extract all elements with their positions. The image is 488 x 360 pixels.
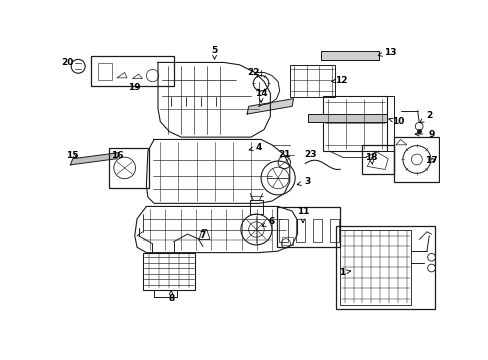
Text: 12: 12 <box>331 76 347 85</box>
Text: 21: 21 <box>278 150 290 159</box>
Text: 23: 23 <box>304 150 316 159</box>
Text: 22: 22 <box>246 68 259 77</box>
Bar <box>90 56 174 86</box>
Bar <box>323 95 386 151</box>
Bar <box>320 51 378 60</box>
Text: 10: 10 <box>388 117 404 126</box>
Text: 19: 19 <box>128 84 141 93</box>
Bar <box>320 51 378 60</box>
Text: 8: 8 <box>168 291 174 303</box>
Bar <box>307 114 386 122</box>
Text: 11: 11 <box>296 207 308 223</box>
Bar <box>142 253 195 289</box>
Text: 18: 18 <box>364 153 377 165</box>
Bar <box>340 230 410 305</box>
Text: 15: 15 <box>66 151 79 160</box>
Polygon shape <box>246 99 293 114</box>
Text: 1: 1 <box>338 268 350 277</box>
Text: 7: 7 <box>199 231 205 240</box>
Bar <box>295 219 305 242</box>
Bar <box>320 51 378 60</box>
Bar <box>250 200 262 214</box>
Bar <box>393 137 438 182</box>
Bar <box>307 114 386 122</box>
Text: 13: 13 <box>377 48 396 57</box>
Text: 20: 20 <box>61 58 73 67</box>
Bar <box>282 237 292 245</box>
Bar <box>109 148 149 188</box>
Bar <box>98 63 112 80</box>
Bar <box>361 145 393 174</box>
Text: 2: 2 <box>419 111 431 123</box>
Text: 5: 5 <box>211 46 217 59</box>
Text: 6: 6 <box>262 217 274 226</box>
Text: 16: 16 <box>110 151 123 160</box>
Bar <box>336 226 434 309</box>
Text: 9: 9 <box>414 130 434 139</box>
Bar <box>312 219 322 242</box>
Bar <box>276 207 340 247</box>
Bar <box>289 65 334 97</box>
Text: 3: 3 <box>297 177 310 186</box>
Bar <box>307 114 386 122</box>
Polygon shape <box>70 153 119 165</box>
Text: 14: 14 <box>254 89 267 102</box>
Bar <box>329 219 339 242</box>
Text: 4: 4 <box>248 143 262 152</box>
Bar <box>278 219 287 242</box>
Text: 17: 17 <box>425 156 437 165</box>
